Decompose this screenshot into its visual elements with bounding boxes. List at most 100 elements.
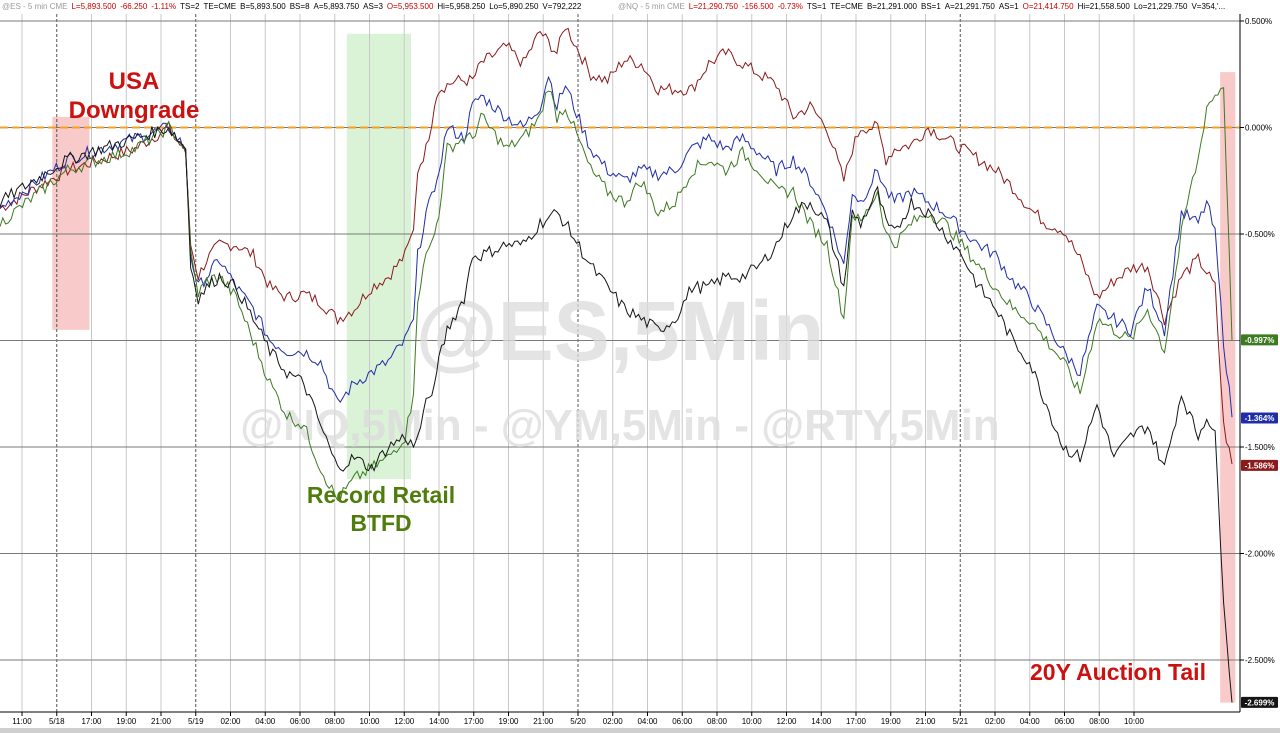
x-tick-label: 19:00 [498, 717, 519, 726]
watermark: @ES,5Min @NQ,5Min - @YM,5Min - @RTY,5Min [240, 284, 999, 450]
annotation-record-retail-line: Record Retail [307, 482, 455, 508]
highlight-bands [52, 33, 1236, 703]
header-nq-quote: @NQ - 5 min CME L=21,290.750 -156.500 -0.73… [618, 2, 1225, 11]
y-tick-label: 0.500% [1245, 17, 1272, 26]
header-field: @ES - 5 min CME [2, 2, 67, 11]
header-field: Hi=21,558.500 [1078, 2, 1131, 11]
last-value-label: -1.586% [1245, 461, 1275, 470]
header-field: B=5,893.500 [240, 2, 286, 11]
series-line-1 [0, 27, 1233, 465]
x-tick-label: 08:00 [707, 717, 728, 726]
header-field: O=21,414.750 [1023, 2, 1074, 11]
header-field: -66.250 [120, 2, 148, 11]
last-value-label: -1.364% [1245, 414, 1275, 423]
x-tick-label: 17:00 [464, 717, 485, 726]
highlight-band [346, 33, 411, 479]
last-value-badge [1241, 696, 1278, 708]
header-field: TE=CME [830, 2, 863, 11]
header-es-quote: @ES - 5 min CME L=5,893.500 -66.250 -1.11% T… [2, 2, 582, 11]
header-field: TE=CME [203, 2, 236, 11]
annotation-20y-auction-tail: 20Y Auction Tail [1030, 659, 1206, 685]
x-tick-label: 17:00 [81, 717, 102, 726]
header-field: L=21,290.750 [689, 2, 739, 11]
x-tick-label: 04:00 [1020, 717, 1041, 726]
header-field: L=5,893.500 [71, 2, 116, 11]
x-tick-label: 19:00 [881, 717, 902, 726]
last-value-badge [1241, 412, 1278, 424]
x-tick-label: 14:00 [429, 717, 450, 726]
header-field: A=21,291.750 [945, 2, 996, 11]
y-axis-ticks: 0.500% 0.000% -0.500% -1.500% -2.000% -2.500% [1240, 17, 1275, 665]
highlight-band [1220, 72, 1236, 703]
bottom-scrollbar[interactable] [0, 728, 1280, 733]
series-line-3 [0, 87, 1233, 502]
header-field: AS=1 [999, 2, 1019, 11]
x-tick-label: 17:00 [846, 717, 867, 726]
header-field: A=5,893.750 [314, 2, 360, 11]
y-tick-label: -2.500% [1245, 656, 1275, 665]
header-field: -0.73% [778, 2, 803, 11]
header-field: B=21,291.000 [867, 2, 918, 11]
header-field: Lo=21,229.750 [1134, 2, 1188, 11]
last-value-labels: -1.586% -1.364% -0.997% -2.699% [1241, 334, 1278, 708]
last-value-badge [1241, 334, 1278, 346]
header-field: TS=2 [180, 2, 200, 11]
header-field: @NQ - 5 min CME [618, 2, 685, 11]
highlight-band [52, 116, 90, 330]
header-field: -1.11% [151, 2, 176, 11]
annotation-btfd: BTFD [350, 510, 411, 536]
x-tick-label: 11:00 [12, 717, 32, 726]
horizontal-grid [0, 20, 1240, 661]
series-lines [0, 27, 1233, 703]
y-tick-label: 0.000% [1245, 124, 1272, 133]
y-tick-label: -1.500% [1245, 443, 1275, 452]
x-tick-label: 21:00 [151, 717, 172, 726]
x-tick-label: 10:00 [359, 717, 380, 726]
x-axis-ticks: 11:00 5/18 17:00 19:00 21:00 5/19 02:00 04:00 06… [12, 712, 1145, 726]
header-field: O=5,953.500 [387, 2, 434, 11]
x-tick-label: 06:00 [1054, 717, 1075, 726]
header-field: TS=1 [807, 2, 827, 11]
y-tick-label: -0.500% [1245, 230, 1275, 239]
x-tick-label: 12:00 [776, 717, 797, 726]
watermark-line-1: @ES,5Min [416, 284, 825, 378]
x-tick-label: 19:00 [116, 717, 137, 726]
header-field: V=354,'... [1191, 2, 1225, 11]
header-field: BS=1 [921, 2, 941, 11]
x-tick-label: 08:00 [1089, 717, 1110, 726]
header-field: BS=8 [290, 2, 310, 11]
series-line-4 [0, 126, 1233, 703]
header-field: -156.500 [742, 2, 774, 11]
x-tick-label: 04:00 [637, 717, 658, 726]
x-tick-label: 14:00 [811, 717, 832, 726]
x-tick-label: 02:00 [220, 717, 241, 726]
x-tick-label: 5/18 [49, 717, 65, 726]
header-field: Hi=5,958.250 [437, 2, 485, 11]
x-tick-label: 02:00 [603, 717, 624, 726]
x-tick-label: 21:00 [533, 717, 554, 726]
x-tick-label: 5/21 [952, 717, 968, 726]
annotation-record-retail: Record Retail BTFD [307, 482, 455, 536]
x-tick-label: 02:00 [985, 717, 1006, 726]
annotation-downgrade: Downgrade [69, 97, 200, 124]
last-value-badge [1241, 459, 1278, 471]
last-value-label: -0.997% [1245, 336, 1275, 345]
header-field: V=792,222 [542, 2, 581, 11]
x-tick-label: 04:00 [255, 717, 276, 726]
header-field: Lo=5,890.250 [489, 2, 539, 11]
x-tick-label: 21:00 [915, 717, 936, 726]
series-line-2 [0, 75, 1233, 418]
x-tick-label: 5/19 [188, 717, 204, 726]
x-tick-label: 08:00 [325, 717, 346, 726]
y-tick-label: -2.000% [1245, 550, 1275, 559]
x-tick-label: 06:00 [672, 717, 693, 726]
x-tick-label: 10:00 [742, 717, 763, 726]
annotation-usa: USA [109, 68, 160, 95]
x-tick-label: 5/20 [570, 717, 586, 726]
last-value-label: -2.699% [1245, 698, 1275, 707]
x-tick-label: 12:00 [394, 717, 415, 726]
header-background [0, 0, 1280, 12]
annotation-usa-downgrade: USA Downgrade [69, 68, 200, 124]
x-tick-label: 10:00 [1124, 717, 1145, 726]
